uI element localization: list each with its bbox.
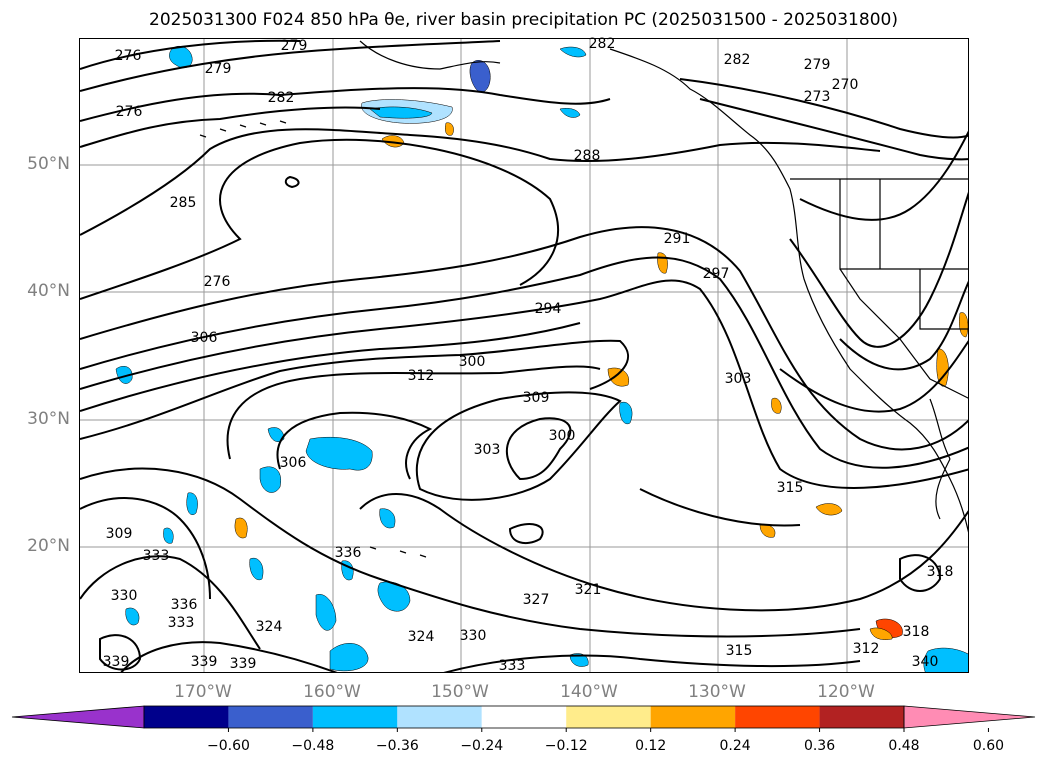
contour-label: 336 bbox=[334, 545, 362, 561]
contour-label: 282 bbox=[588, 36, 616, 52]
contour-label: 294 bbox=[534, 301, 562, 317]
colorbar-segment bbox=[397, 706, 482, 728]
contour-label: 336 bbox=[170, 597, 198, 613]
colorbar-tick-label: −0.36 bbox=[375, 738, 419, 754]
colorbar-segment bbox=[312, 706, 398, 728]
contour-label: 315 bbox=[725, 643, 753, 659]
contour-label: 276 bbox=[114, 48, 142, 64]
colorbar-segment bbox=[144, 706, 229, 728]
contour-label: 339 bbox=[229, 656, 257, 672]
colorbar-extend-min bbox=[11, 705, 145, 729]
lon-label-140w: 140°W bbox=[560, 682, 618, 702]
colorbar-tick-label: 0.24 bbox=[719, 738, 751, 754]
contour-label: 306 bbox=[279, 455, 307, 471]
contour-label: 333 bbox=[498, 658, 526, 674]
colorbar-segment bbox=[819, 706, 904, 728]
contour-label: 339 bbox=[190, 654, 218, 670]
contour-label: 339 bbox=[102, 654, 130, 670]
contour-label: 303 bbox=[724, 371, 752, 387]
contour-label: 276 bbox=[203, 274, 231, 290]
theta-e-contours bbox=[80, 39, 968, 672]
contour-label: 297 bbox=[702, 266, 730, 282]
colorbar-segment bbox=[650, 706, 736, 728]
contour-label: 279 bbox=[280, 38, 308, 54]
contour-label: 330 bbox=[110, 588, 138, 604]
contour-label: 318 bbox=[902, 624, 930, 640]
coastline bbox=[199, 40, 968, 558]
contour-label: 324 bbox=[407, 629, 435, 645]
contour-label: 300 bbox=[548, 428, 576, 444]
contour-label: 318 bbox=[926, 564, 954, 580]
colorbar-segment bbox=[566, 706, 651, 728]
colorbar-tick-label: 0.12 bbox=[635, 738, 667, 754]
colorbar-extend-max bbox=[903, 705, 1036, 729]
contour-label: 330 bbox=[459, 628, 487, 644]
colorbar-tick-label: −0.24 bbox=[460, 738, 504, 754]
contour-label: 315 bbox=[776, 480, 804, 496]
contour-label: 303 bbox=[473, 442, 501, 458]
colorbar-segment bbox=[735, 706, 820, 728]
contour-label: 321 bbox=[574, 582, 602, 598]
contour-label: 324 bbox=[255, 619, 283, 635]
contour-label: 285 bbox=[169, 195, 197, 211]
colorbar-border bbox=[143, 705, 905, 729]
contour-label: 282 bbox=[267, 90, 295, 106]
lat-label-30n: 30°N bbox=[27, 409, 70, 429]
lat-label-20n: 20°N bbox=[27, 536, 70, 556]
lon-label-170w: 170°W bbox=[174, 682, 232, 702]
colorbar-tick-label: −0.12 bbox=[544, 738, 588, 754]
contour-label: 270 bbox=[831, 77, 859, 93]
contour-label: 309 bbox=[105, 526, 133, 542]
pc-shading bbox=[115, 46, 968, 672]
colorbar-tick-label: −0.60 bbox=[206, 738, 250, 754]
contour-label: 276 bbox=[115, 104, 143, 120]
contour-label: 333 bbox=[142, 548, 170, 564]
map-panel[interactable] bbox=[79, 38, 969, 673]
chart-title: 2025031300 F024 850 hPa θe, river basin … bbox=[149, 10, 898, 30]
colorbar-tick-label: −0.48 bbox=[291, 738, 335, 754]
colorbar-segment bbox=[228, 706, 313, 728]
lat-label-40n: 40°N bbox=[27, 281, 70, 301]
contour-label: 340 bbox=[911, 654, 939, 670]
contour-label: 279 bbox=[204, 61, 232, 77]
contour-label: 306 bbox=[190, 330, 218, 346]
colorbar-segment bbox=[481, 706, 567, 728]
contour-label: 282 bbox=[723, 52, 751, 68]
contour-label: 312 bbox=[407, 368, 435, 384]
colorbar-tick-label: 0.36 bbox=[803, 738, 836, 754]
contour-label: 312 bbox=[852, 641, 880, 657]
contour-label: 291 bbox=[663, 231, 691, 247]
lon-label-120w: 120°W bbox=[817, 682, 875, 702]
contour-label: 273 bbox=[803, 89, 831, 105]
contour-label: 333 bbox=[167, 615, 195, 631]
colorbar-tick-label: 0.48 bbox=[888, 738, 920, 754]
lon-label-150w: 150°W bbox=[431, 682, 489, 702]
contour-label: 279 bbox=[803, 57, 831, 73]
contour-label: 288 bbox=[573, 148, 601, 164]
lon-label-130w: 130°W bbox=[688, 682, 746, 702]
contour-label: 300 bbox=[458, 354, 486, 370]
contour-label: 309 bbox=[522, 390, 550, 406]
lat-label-50n: 50°N bbox=[27, 154, 70, 174]
lon-label-160w: 160°W bbox=[303, 682, 361, 702]
colorbar-tick-label: 0.60 bbox=[972, 738, 1005, 754]
contour-label: 327 bbox=[522, 592, 550, 608]
map-canvas bbox=[80, 39, 968, 672]
